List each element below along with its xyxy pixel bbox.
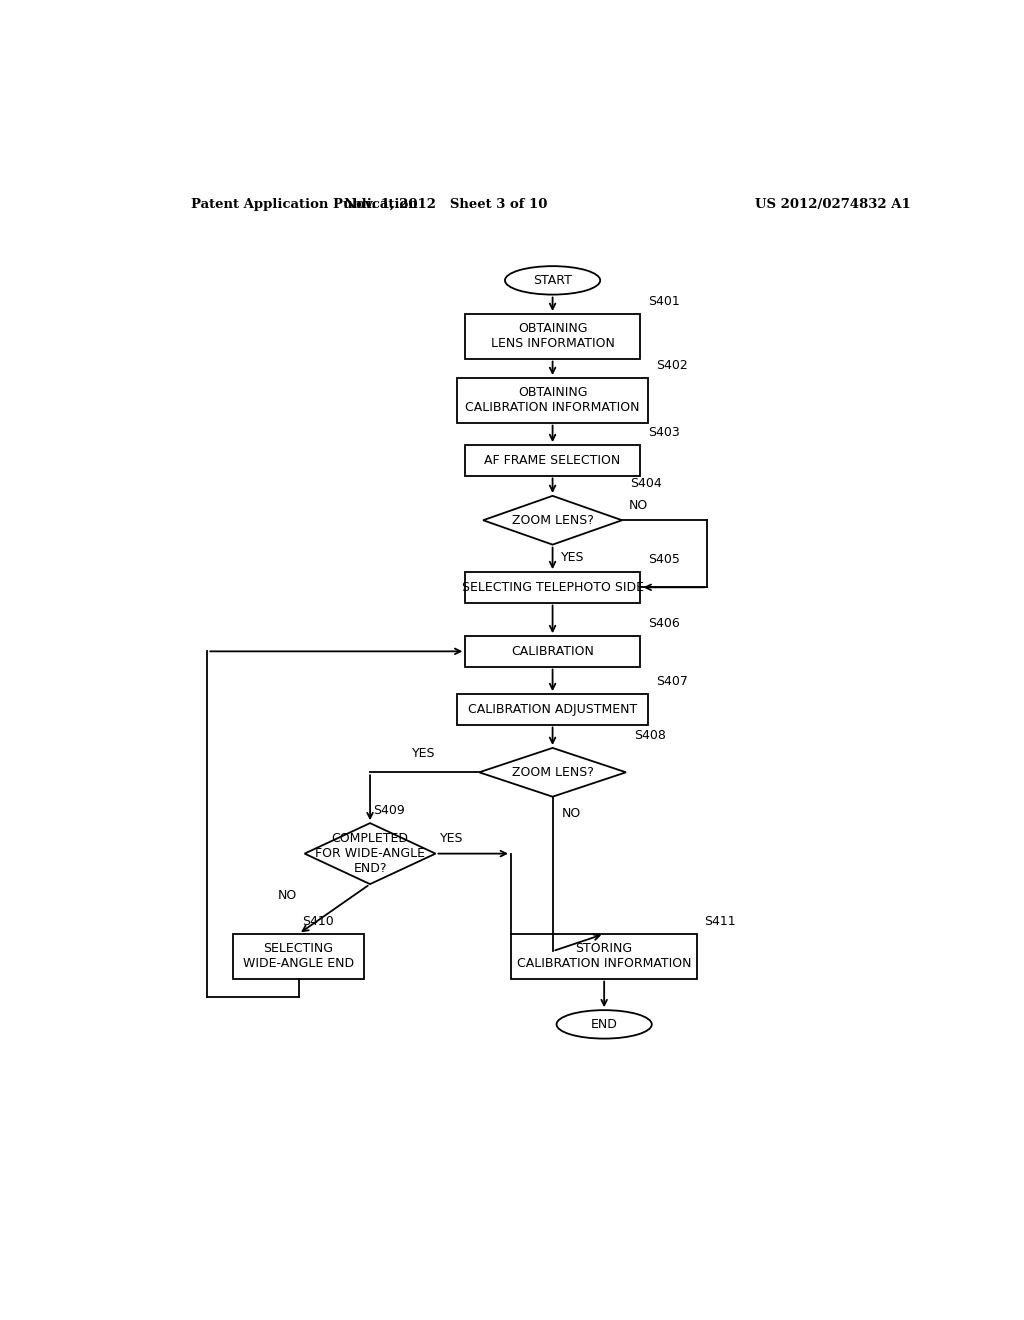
- Text: AF FRAME SELECTION: AF FRAME SELECTION: [484, 454, 621, 467]
- Text: S401: S401: [648, 294, 680, 308]
- Text: NO: NO: [278, 890, 297, 902]
- Ellipse shape: [505, 267, 600, 294]
- Text: US 2012/0274832 A1: US 2012/0274832 A1: [755, 198, 910, 211]
- Text: S406: S406: [648, 616, 680, 630]
- Bar: [233, 935, 365, 978]
- Text: START: START: [534, 273, 572, 286]
- Bar: [458, 378, 648, 422]
- Bar: [465, 314, 640, 359]
- Bar: [465, 572, 640, 602]
- Text: CALIBRATION ADJUSTMENT: CALIBRATION ADJUSTMENT: [468, 702, 637, 715]
- Bar: [511, 935, 697, 978]
- Text: OBTAINING
CALIBRATION INFORMATION: OBTAINING CALIBRATION INFORMATION: [465, 387, 640, 414]
- Text: S408: S408: [634, 729, 666, 742]
- Text: NO: NO: [629, 499, 647, 512]
- Ellipse shape: [557, 1010, 651, 1039]
- Text: YES: YES: [440, 833, 464, 846]
- Text: ZOOM LENS?: ZOOM LENS?: [512, 766, 594, 779]
- Polygon shape: [479, 748, 626, 797]
- Polygon shape: [483, 496, 622, 545]
- Text: S404: S404: [630, 477, 662, 490]
- Text: YES: YES: [560, 550, 584, 564]
- Text: S410: S410: [302, 915, 334, 928]
- Bar: [465, 445, 640, 475]
- Text: YES: YES: [412, 747, 435, 760]
- Text: SELECTING
WIDE-ANGLE END: SELECTING WIDE-ANGLE END: [243, 942, 354, 970]
- Text: CALIBRATION: CALIBRATION: [511, 645, 594, 657]
- Text: ZOOM LENS?: ZOOM LENS?: [512, 513, 594, 527]
- Text: STORING
CALIBRATION INFORMATION: STORING CALIBRATION INFORMATION: [517, 942, 691, 970]
- Polygon shape: [304, 824, 435, 884]
- Text: S403: S403: [648, 426, 680, 440]
- Bar: [465, 636, 640, 667]
- Text: S409: S409: [373, 804, 404, 817]
- Text: NO: NO: [562, 807, 582, 820]
- Text: Patent Application Publication: Patent Application Publication: [191, 198, 418, 211]
- Text: END: END: [591, 1018, 617, 1031]
- Text: Nov. 1, 2012   Sheet 3 of 10: Nov. 1, 2012 Sheet 3 of 10: [344, 198, 547, 211]
- Text: S405: S405: [648, 553, 680, 566]
- Bar: [458, 694, 648, 725]
- Text: SELECTING TELEPHOTO SIDE: SELECTING TELEPHOTO SIDE: [462, 581, 643, 594]
- Text: S407: S407: [655, 675, 688, 688]
- Text: OBTAINING
LENS INFORMATION: OBTAINING LENS INFORMATION: [490, 322, 614, 350]
- Text: S402: S402: [655, 359, 687, 372]
- Text: COMPLETED
FOR WIDE-ANGLE
END?: COMPLETED FOR WIDE-ANGLE END?: [315, 832, 425, 875]
- Text: S411: S411: [703, 915, 735, 928]
